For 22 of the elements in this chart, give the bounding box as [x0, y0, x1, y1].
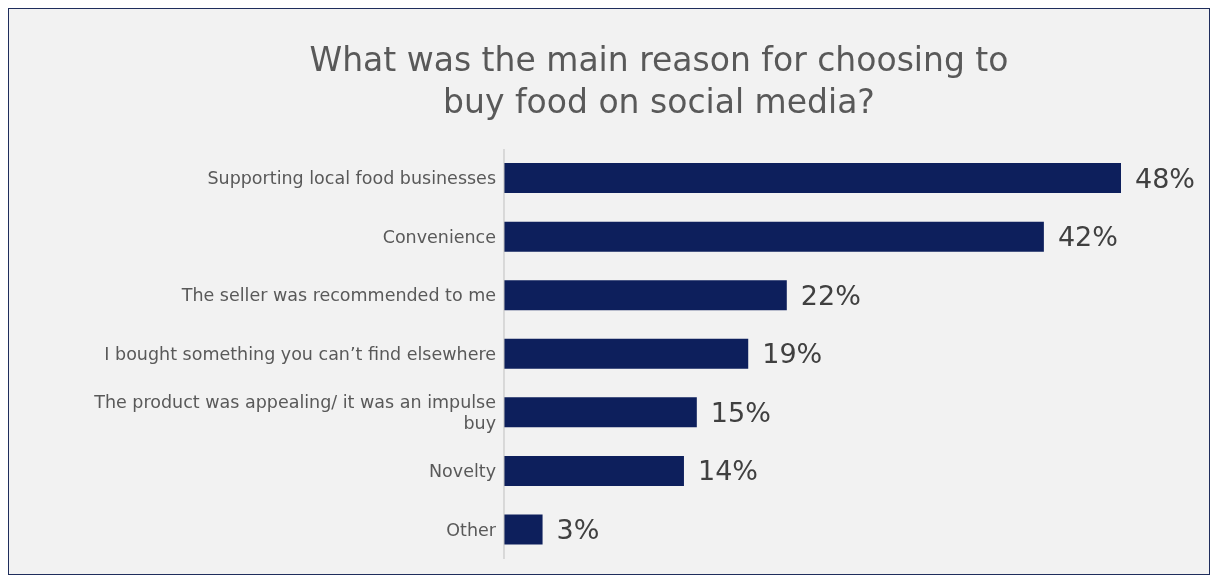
- bar: [504, 280, 787, 311]
- y-tick-label: The seller was recommended to me: [180, 285, 496, 306]
- y-tick-label: Novelty: [428, 461, 496, 482]
- chart-title: What was the main reason for choosing to buy food on social media?: [308, 39, 1010, 123]
- data-label: 15%: [710, 396, 771, 428]
- data-label: 42%: [1057, 221, 1118, 253]
- y-tick-label: Other: [446, 519, 497, 540]
- bar: [504, 163, 1121, 194]
- y-tick-label: I bought something you can’t find elsewhere: [104, 344, 496, 364]
- bar: [504, 397, 697, 428]
- bar: [504, 514, 543, 545]
- data-label: 14%: [697, 455, 758, 487]
- y-tick-label: The product was appealing/ it was an impulse buy: [93, 392, 496, 434]
- data-label: 48%: [1135, 162, 1196, 194]
- data-label: 3%: [556, 514, 600, 546]
- bar: [504, 221, 1044, 252]
- bar: [504, 338, 749, 369]
- y-tick-label: Convenience: [382, 226, 496, 247]
- data-label: 19%: [762, 338, 823, 370]
- bar: [504, 455, 684, 486]
- y-tick-label: Supporting local food businesses: [207, 168, 496, 189]
- data-label: 22%: [800, 279, 861, 311]
